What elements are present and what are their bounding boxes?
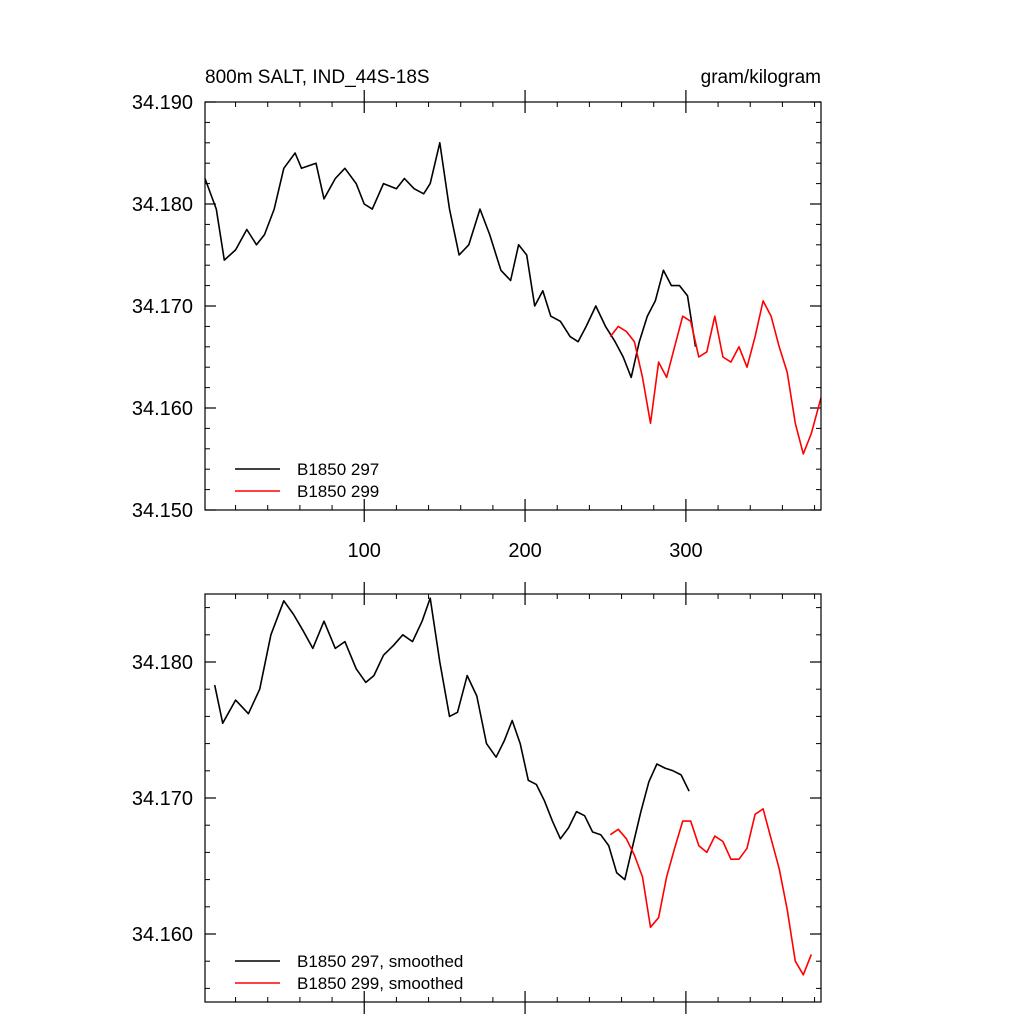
bottom-series-line-1 bbox=[213, 597, 690, 881]
top-panel: 800m SALT, IND_44S-18S gram/kilogram 34.… bbox=[132, 67, 822, 562]
bottom-y-tick-label: 34.170 bbox=[132, 788, 193, 810]
top-y-tick-label: 34.150 bbox=[132, 500, 193, 522]
top-ticks: 34.150 34.160 34.170 34.180 34.190 100 200 300 bbox=[132, 90, 821, 562]
bottom-y-tick-label: 34.160 bbox=[132, 924, 193, 946]
top-x-tick-label: 300 bbox=[669, 540, 702, 562]
bottom-plot-frame bbox=[204, 593, 822, 1003]
chart-title: 800m SALT, IND_44S-18S bbox=[205, 67, 430, 88]
top-y-tick-label: 34.190 bbox=[132, 92, 193, 114]
top-legend-label-1: B1850 297 bbox=[297, 460, 379, 479]
top-y-tick-label: 34.180 bbox=[132, 194, 193, 216]
bottom-legend: B1850 297, smoothed B1850 299, smoothed bbox=[235, 952, 463, 993]
bottom-y-tick-label: 34.180 bbox=[132, 652, 193, 674]
bottom-series-lines bbox=[213, 597, 813, 976]
top-x-tick-label: 100 bbox=[348, 540, 381, 562]
top-legend: B1850 297 B1850 299 bbox=[235, 460, 379, 501]
top-legend-label-2: B1850 299 bbox=[297, 482, 379, 501]
bottom-series-line-2 bbox=[609, 808, 813, 976]
top-series-line-1 bbox=[204, 142, 697, 379]
top-y-tick-label: 34.160 bbox=[132, 398, 193, 420]
top-plot-frame bbox=[204, 101, 822, 511]
bottom-ticks: 34.160 34.170 34.180 bbox=[132, 582, 821, 1014]
bottom-panel: 34.160 34.170 34.180 B1850 297, smoothed B… bbox=[132, 582, 822, 1014]
top-x-tick-label: 200 bbox=[508, 540, 541, 562]
bottom-legend-label-1: B1850 297, smoothed bbox=[297, 952, 463, 971]
bottom-legend-label-2: B1850 299, smoothed bbox=[297, 974, 463, 993]
top-y-tick-label: 34.170 bbox=[132, 296, 193, 318]
top-series-line-2 bbox=[609, 300, 822, 455]
top-series-lines bbox=[204, 142, 822, 455]
units-label: gram/kilogram bbox=[701, 67, 821, 88]
